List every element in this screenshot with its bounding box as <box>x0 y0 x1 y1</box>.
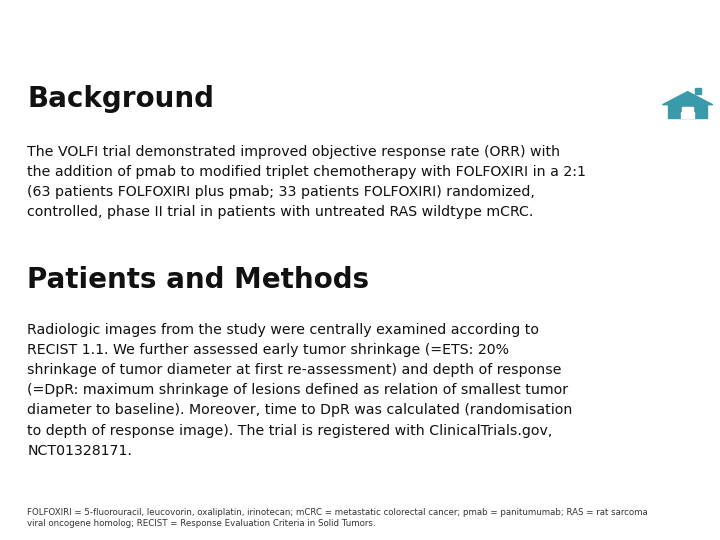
Bar <box>696 89 701 94</box>
Text: The VOLFI trial demonstrated improved objective response rate (ORR) with
the add: The VOLFI trial demonstrated improved ob… <box>27 145 586 219</box>
Bar <box>681 112 695 118</box>
Text: Modest DP, et al. Tumor dynamics with fluorouracil/folinic acid, irinotecan and : Modest DP, et al. Tumor dynamics with fl… <box>0 14 720 50</box>
Text: Background: Background <box>27 85 215 113</box>
Bar <box>668 105 707 118</box>
Text: Radiologic images from the study were centrally examined according to
RECIST 1.1: Radiologic images from the study were ce… <box>27 323 572 457</box>
Bar <box>683 107 693 111</box>
Polygon shape <box>662 92 713 105</box>
Text: FOLFOXIRI = 5-fluorouracil, leucovorin, oxaliplatin, irinotecan; mCRC = metastat: FOLFOXIRI = 5-fluorouracil, leucovorin, … <box>27 508 648 529</box>
Text: Patients and Methods: Patients and Methods <box>27 266 369 294</box>
